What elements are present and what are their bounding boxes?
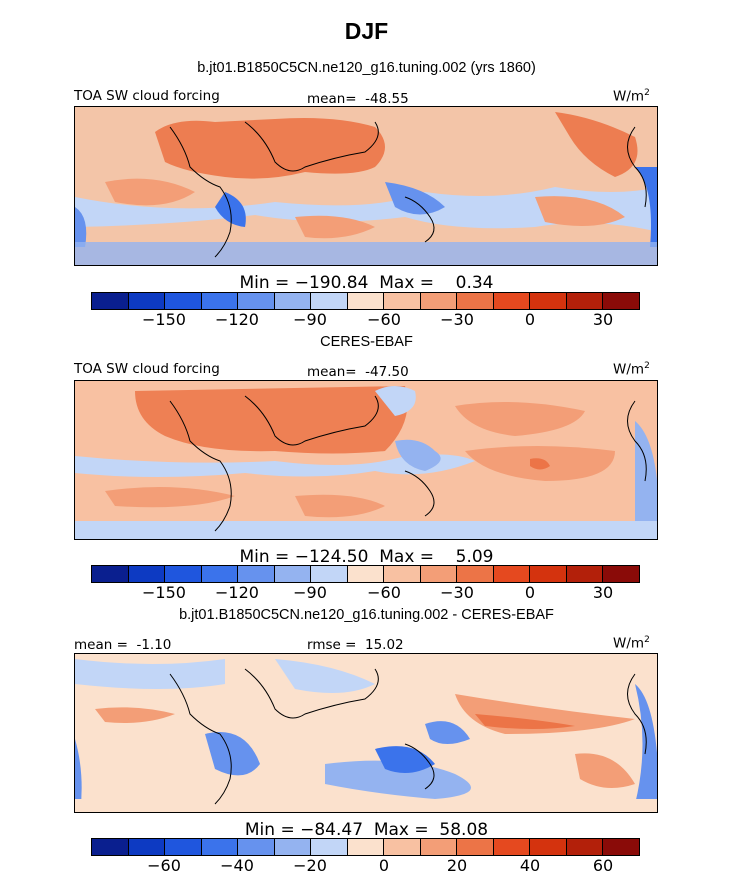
panel1-map [74, 106, 658, 266]
panel1-tick: −150 [142, 310, 186, 329]
panel1-tick: −30 [440, 310, 474, 329]
panel1-units: W/m2 [613, 88, 650, 105]
panel1-tick: 30 [592, 310, 614, 329]
panel1-mean-label: mean= -48.55 [307, 91, 409, 107]
panel2-colorbar [91, 565, 640, 583]
panel2-header: CERES-EBAF [320, 334, 413, 350]
panel2-tick: −120 [215, 583, 259, 602]
panel3-header: b.jt01.B1850C5CN.ne120_g16.tuning.002 - … [179, 607, 554, 623]
panel2-tick: −90 [293, 583, 327, 602]
panel1-colorbar [91, 292, 640, 310]
figure-title: DJF [344, 18, 389, 44]
panel3-tick: −60 [147, 856, 181, 875]
panel2-tick: −30 [440, 583, 474, 602]
panel1-minmax: Min = −190.84 Max = 0.34 [239, 273, 494, 293]
panel3-tick: −20 [293, 856, 327, 875]
panel2-tick: −60 [367, 583, 401, 602]
panel2-tick: 0 [524, 583, 536, 602]
panel1-tick: −90 [293, 310, 327, 329]
panel2-minmax: Min = −124.50 Max = 5.09 [239, 547, 494, 567]
panel2-units: W/m2 [613, 361, 650, 378]
panel2-tick: 30 [592, 583, 614, 602]
panel1-header: b.jt01.B1850C5CN.ne120_g16.tuning.002 (y… [197, 60, 536, 76]
panel3-rmse-label: rmse = 15.02 [307, 637, 404, 653]
panel3-minmax: Min = −84.47 Max = 58.08 [244, 820, 489, 840]
panel2-mean-label: mean= -47.50 [307, 364, 409, 380]
panel3-units: W/m2 [613, 635, 650, 652]
panel3-tick: 60 [592, 856, 614, 875]
panel3-tick: 40 [519, 856, 541, 875]
panel3-tick: 0 [378, 856, 390, 875]
panel3-tick: 20 [446, 856, 468, 875]
panel3-tick: −40 [220, 856, 254, 875]
panel2-map [74, 380, 658, 540]
panel3-map [74, 653, 658, 813]
panel2-variable-label: TOA SW cloud forcing [74, 361, 220, 377]
panel3-colorbar [91, 838, 640, 856]
panel1-tick: −60 [367, 310, 401, 329]
panel3-mean-label: mean = -1.10 [74, 637, 172, 653]
panel2-tick: −150 [142, 583, 186, 602]
panel1-variable-label: TOA SW cloud forcing [74, 88, 220, 104]
panel1-tick: 0 [524, 310, 536, 329]
panel1-tick: −120 [215, 310, 259, 329]
